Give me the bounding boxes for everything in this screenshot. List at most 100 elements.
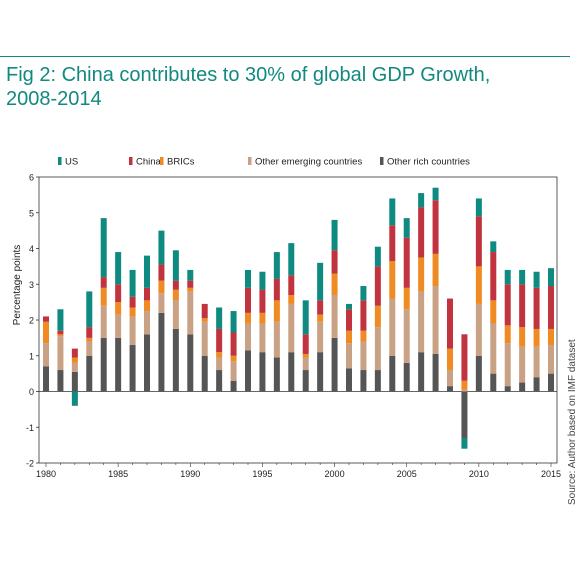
bar-segment-brics — [71, 357, 78, 363]
bar-segment-china — [129, 296, 136, 308]
bar-segment-brics — [230, 355, 237, 362]
bar-segment-other-emerging-countries — [158, 293, 165, 313]
bar-segment-other-rich-countries — [71, 371, 78, 392]
bar-segment-china — [302, 334, 309, 354]
bar-segment-brics — [158, 280, 165, 294]
bar-segment-other-rich-countries — [43, 366, 49, 392]
bar-segment-china — [86, 327, 93, 338]
bar-segment-us — [288, 243, 295, 276]
bar-segment-other-emerging-countries — [288, 303, 295, 353]
x-tick-label: 1990 — [180, 469, 200, 479]
bar-segment-brics — [389, 261, 396, 299]
bar-segment-other-rich-countries — [461, 391, 468, 438]
bar-segment-other-emerging-countries — [519, 346, 526, 383]
bar-segment-brics — [490, 300, 497, 324]
chart-axes: -2 -1 0 1 2 3 4 5 6 1980 1985 1990 1995 2000 2005 2010 2… — [26, 173, 561, 480]
bar-segment-china — [403, 237, 410, 288]
x-tick-label: 2000 — [325, 469, 345, 479]
bar-segment-other-rich-countries — [475, 355, 482, 392]
bar-segment-other-rich-countries — [360, 370, 367, 392]
title-rule — [0, 56, 570, 57]
bar-segment-brics — [331, 273, 338, 295]
bar-segment-brics — [346, 330, 352, 344]
bar-segment-us — [331, 219, 338, 251]
bar-segment-brics — [461, 380, 468, 390]
bar-segment-brics — [86, 337, 93, 342]
bar-segment-other-rich-countries — [317, 352, 324, 392]
bar-segment-other-emerging-countries — [245, 323, 251, 351]
y-tick-label: -2 — [26, 459, 34, 469]
bar-segment-other-emerging-countries — [172, 300, 179, 329]
bar-segment-brics — [144, 300, 150, 312]
bar-segment-brics — [432, 253, 439, 287]
bar-segment-other-rich-countries — [504, 386, 511, 392]
bar-segment-china — [331, 250, 338, 274]
bar-segment-other-rich-countries — [432, 353, 439, 392]
bar-segment-china — [432, 200, 439, 254]
bar-segment-other-emerging-countries — [461, 389, 468, 392]
bar-segment-china — [71, 348, 78, 358]
bar-segment-brics — [302, 353, 309, 358]
bar-segment-other-rich-countries — [57, 370, 64, 392]
bar-segment-brics — [403, 287, 410, 310]
y-tick-label: 3 — [29, 280, 34, 290]
x-tick-label: 1995 — [252, 469, 272, 479]
bar-segment-other-emerging-countries — [57, 336, 64, 371]
bar-segment-other-emerging-countries — [100, 305, 107, 338]
bar-segment-brics — [519, 327, 526, 347]
source-note: Source: Author based on IMF dataset — [567, 339, 578, 505]
bar-segment-china — [187, 280, 194, 288]
bar-segment-other-rich-countries — [302, 370, 309, 392]
bar-segment-brics — [115, 302, 122, 315]
bar-segment-other-rich-countries — [548, 373, 554, 392]
bar-segment-brics — [43, 321, 49, 344]
bar-segment-other-rich-countries — [346, 368, 352, 392]
bar-segment-brics — [201, 318, 208, 322]
bar-segment-us — [475, 198, 482, 217]
legend-label: BRICs — [167, 157, 195, 168]
figure-title-line-1: Fig 2: China contributes to 30% of globa… — [6, 64, 491, 86]
bar-segment-us — [230, 311, 237, 333]
bar-segment-us — [158, 230, 165, 265]
bar-segment-china — [346, 309, 352, 331]
bar-segment-china — [288, 275, 295, 295]
x-tick-label: 1985 — [108, 469, 128, 479]
bar-segment-other-emerging-countries — [418, 291, 425, 353]
bar-segment-brics — [447, 348, 453, 371]
bar-segment-other-rich-countries — [533, 377, 540, 392]
bar-segment-other-emerging-countries — [389, 298, 396, 356]
bar-segment-brics — [57, 334, 64, 337]
bar-segment-us — [115, 252, 122, 285]
y-tick-label: -1 — [26, 423, 34, 433]
bar-segment-other-rich-countries — [519, 382, 526, 392]
bar-segment-us — [71, 391, 78, 406]
bar-segment-brics — [245, 312, 251, 324]
bar-segment-other-emerging-countries — [273, 321, 280, 358]
bar-segment-china — [374, 266, 381, 306]
bar-segment-us — [317, 262, 324, 301]
chart-legend: US China BRICs Other emerging countries Othe… — [58, 157, 470, 168]
legend-label: Other emerging countries — [255, 157, 362, 168]
bar-segment-brics — [172, 289, 179, 301]
legend-swatch — [58, 157, 62, 165]
bar-segment-china — [317, 300, 324, 315]
bar-segment-other-emerging-countries — [86, 341, 93, 356]
bar-segment-china — [360, 300, 367, 331]
bar-segment-china — [504, 284, 511, 326]
bar-segment-other-rich-countries — [158, 312, 165, 392]
bar-segment-us — [360, 286, 367, 301]
bar-segment-us — [86, 291, 93, 328]
bar-segment-other-rich-countries — [418, 352, 425, 392]
bar-segment-us — [374, 246, 381, 267]
bar-segment-us — [490, 241, 497, 253]
bar-segment-other-emerging-countries — [331, 294, 338, 338]
bar-segment-us — [302, 300, 309, 335]
bar-segment-other-rich-countries — [331, 337, 338, 392]
bar-segment-us — [259, 271, 266, 290]
bar-segment-china — [447, 298, 453, 349]
bar-segment-other-emerging-countries — [230, 361, 237, 381]
bar-segment-brics — [504, 325, 511, 344]
figure-title: Fig 2: China contributes to 30% of globa… — [6, 63, 566, 111]
legend-label: US — [65, 157, 78, 168]
